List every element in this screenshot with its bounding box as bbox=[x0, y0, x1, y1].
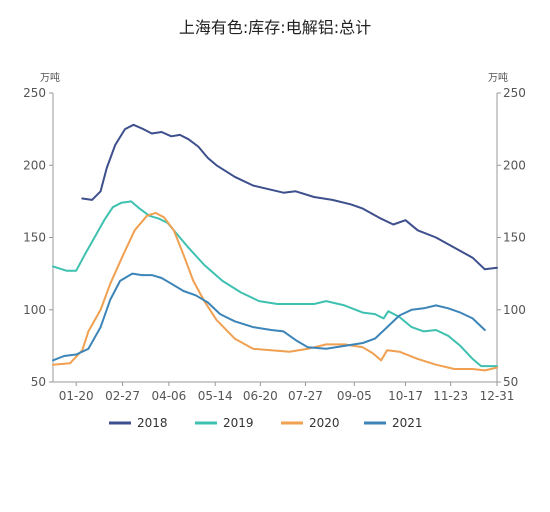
x-tick-label: 09-05 bbox=[337, 389, 372, 403]
y-tick-label-left: 200 bbox=[23, 158, 46, 172]
series-line-2019 bbox=[52, 200, 498, 368]
y-tick-label-right: 250 bbox=[503, 86, 526, 100]
legend-label-2018: 2018 bbox=[137, 416, 168, 430]
y-unit-left: 万吨 bbox=[40, 71, 60, 84]
legend-label-2019: 2019 bbox=[223, 416, 254, 430]
y-tick-label-right: 100 bbox=[503, 303, 526, 317]
y-tick-label-right: 200 bbox=[503, 158, 526, 172]
y-tick-label-left: 250 bbox=[23, 86, 46, 100]
x-tick-label: 10-17 bbox=[388, 389, 423, 403]
legend-label-2021: 2021 bbox=[392, 416, 423, 430]
x-tick-label: 12-31 bbox=[480, 389, 515, 403]
x-tick-label: 06-20 bbox=[243, 389, 278, 403]
y-tick-label-right: 150 bbox=[503, 231, 526, 245]
x-tick-label: 04-06 bbox=[151, 389, 186, 403]
series-lines bbox=[52, 123, 498, 372]
y-unit-right: 万吨 bbox=[488, 71, 508, 84]
legend-label-2020: 2020 bbox=[309, 416, 340, 430]
series-line-2020 bbox=[52, 211, 498, 372]
y-tick-label-left: 50 bbox=[31, 375, 46, 389]
x-tick-label: 05-14 bbox=[198, 389, 233, 403]
y-tick-label-left: 150 bbox=[23, 231, 46, 245]
x-tick-label: 02-27 bbox=[105, 389, 140, 403]
legend: 2018 2019 2020 2021 bbox=[109, 416, 423, 430]
y-tick-label-left: 100 bbox=[23, 303, 46, 317]
chart-title: 上海有色:库存:电解铝:总计 bbox=[178, 18, 372, 37]
x-tick-label: 07-27 bbox=[288, 389, 323, 403]
x-tick-label: 11-23 bbox=[433, 389, 468, 403]
series-line-2021 bbox=[52, 272, 486, 362]
axes: 50 50 100 100 150 150 200 200 250 250 万吨 万吨 01-20 02-… bbox=[23, 71, 526, 403]
series-line-2018 bbox=[81, 123, 498, 271]
y-tick-label-right: 50 bbox=[503, 375, 518, 389]
x-tick-label: 01-20 bbox=[59, 389, 94, 403]
